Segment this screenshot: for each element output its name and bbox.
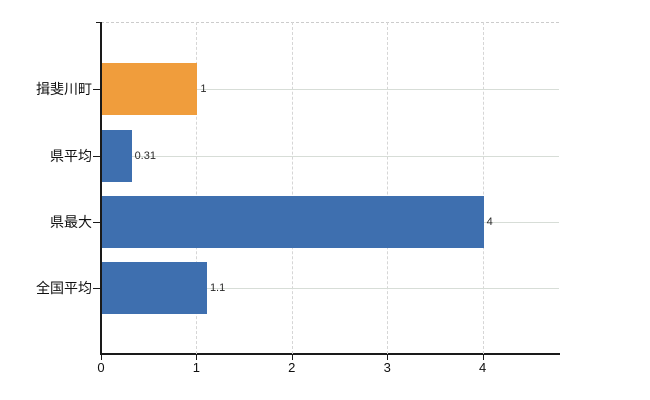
x-axis-tick <box>196 355 198 360</box>
horizontal-gridline <box>102 155 559 157</box>
x-axis-tick-label: 3 <box>383 360 391 375</box>
vertical-gridline <box>291 22 293 354</box>
category-tick <box>93 221 101 223</box>
x-axis-tick <box>387 355 389 360</box>
category-tick <box>93 89 101 90</box>
x-axis-tick <box>291 355 293 360</box>
x-axis-tick-label: 4 <box>478 360 487 375</box>
y-axis-top-tick <box>96 22 101 23</box>
x-axis-tick <box>101 355 102 360</box>
vertical-gridline <box>387 22 389 354</box>
value-label: 1.1 <box>209 281 226 294</box>
x-axis-tick-label: 0 <box>97 360 105 375</box>
bar-2 <box>102 129 132 182</box>
bar-4 <box>102 261 207 314</box>
y-axis-line <box>100 22 102 355</box>
value-label: 0.31 <box>134 149 156 162</box>
value-label: 4 <box>486 215 493 228</box>
horizontal-gridline <box>102 89 559 90</box>
category-tick <box>93 287 101 289</box>
category-tick <box>93 155 101 157</box>
category-label: 県平均 <box>50 147 92 164</box>
x-axis-tick-label: 2 <box>288 360 296 375</box>
x-axis-tick-label: 1 <box>192 360 200 375</box>
value-label: 1 <box>200 83 207 95</box>
category-label: 揖斐川町 <box>36 81 92 97</box>
plot-top-border <box>101 22 559 23</box>
x-axis-tick <box>482 355 484 360</box>
category-label: 県最大 <box>50 213 92 230</box>
x-axis-line <box>100 353 560 355</box>
horizontal-gridline <box>102 287 559 289</box>
category-label: 全国平均 <box>36 279 92 296</box>
vertical-gridline <box>196 22 198 354</box>
vertical-gridline <box>482 22 484 354</box>
bar-3 <box>102 195 484 248</box>
bar-1 <box>102 63 198 115</box>
